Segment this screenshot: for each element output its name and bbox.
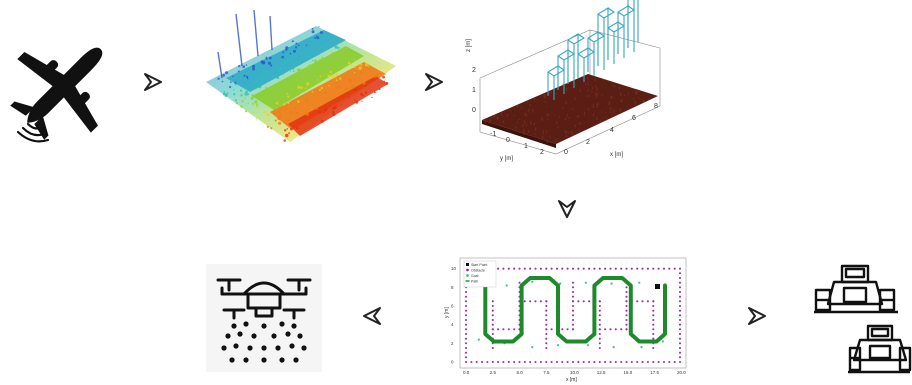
y-tick: 0: [451, 360, 454, 365]
arrow-right-icon: [423, 71, 445, 93]
signal-waves-icon: [16, 122, 50, 143]
y-tick: 0: [506, 137, 510, 144]
legend-goal: Goal: [471, 274, 479, 278]
z-tick: 2: [472, 67, 476, 74]
z-tick: 1: [472, 87, 476, 94]
z-axis-label: z [m]: [466, 39, 472, 52]
lidar-point-cloud: [196, 6, 402, 152]
arrow-down-icon: [556, 198, 578, 220]
x-axis-label: x [m]: [610, 152, 623, 158]
y-tick: 8: [451, 285, 454, 290]
y-tick: 6: [451, 304, 454, 309]
coverage-path-plot: Start Point Obstacle Goal Path 0.0 2.5 5.0…: [436, 252, 694, 383]
terrain-surface: [482, 74, 658, 144]
start-point: [655, 284, 660, 289]
legend-obstacle: Obstacle: [471, 269, 485, 273]
airplane-icon: [8, 28, 120, 143]
x-tick: 8: [654, 103, 658, 110]
x-tick: 6: [632, 115, 636, 122]
x-tick: 10.0: [570, 370, 579, 375]
y-tick: 1: [524, 143, 528, 150]
legend-path: Path: [471, 280, 478, 284]
y-axis-label: y [m]: [500, 156, 513, 162]
y-axis-label: y [m]: [444, 307, 450, 318]
x-tick: 7.5: [543, 370, 550, 375]
y-tick: 10: [451, 266, 457, 271]
arrow-right-icon: [142, 71, 164, 93]
x-tick: 2: [586, 139, 590, 146]
legend-start: Start Point: [471, 263, 487, 267]
y-tick: -1: [490, 131, 496, 138]
y-tick: 4: [451, 322, 454, 327]
arrow-left-icon: [361, 305, 383, 327]
legend: Start Point Obstacle Goal Path: [463, 260, 497, 288]
x-tick: 0: [564, 149, 568, 156]
spraying-drone-icon: [206, 264, 322, 372]
x-tick: 2.5: [490, 370, 497, 375]
z-tick: 0: [472, 107, 476, 114]
x-tick: 0.0: [463, 370, 470, 375]
tractor-icon: [810, 260, 912, 380]
y-tick: 2: [540, 149, 544, 156]
y-tick: 2: [451, 341, 454, 346]
x-tick: 5.0: [517, 370, 524, 375]
x-tick: 20.0: [677, 370, 686, 375]
x-tick: 15.0: [624, 370, 633, 375]
terrain-surface-plot: z [m] 2 1 0 -1 0 1 2 y [m] 0 2 4 6 8 x […: [460, 0, 670, 166]
x-tick: 4: [610, 127, 614, 134]
planned-path: [476, 276, 667, 344]
x-tick: 12.5: [597, 370, 606, 375]
x-axis-label: x [m]: [566, 377, 577, 383]
arrow-right-icon: [746, 305, 768, 327]
x-tick: 17.5: [650, 370, 659, 375]
plot-frame: [459, 257, 687, 369]
